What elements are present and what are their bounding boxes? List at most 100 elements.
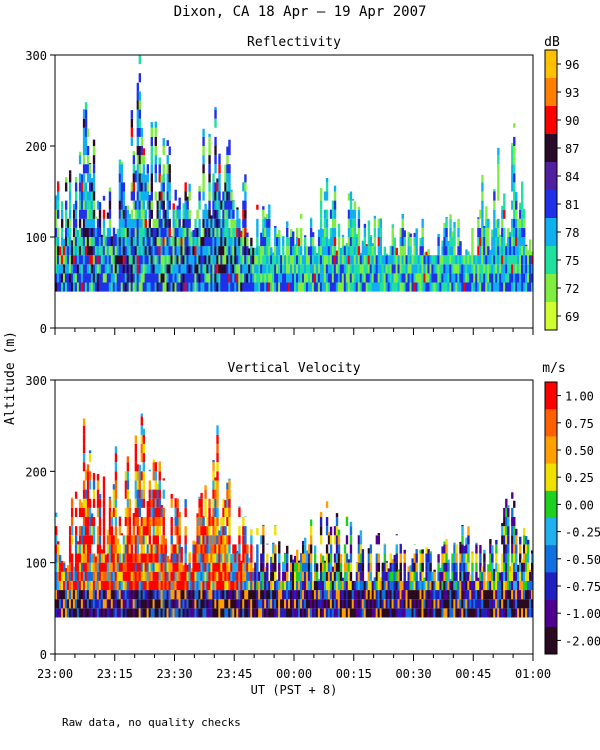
heatmap-cell bbox=[467, 282, 470, 292]
heatmap-cell bbox=[288, 608, 291, 618]
heatmap-cell bbox=[489, 255, 492, 265]
heatmap-cell bbox=[146, 246, 150, 256]
heatmap-cell bbox=[274, 526, 277, 536]
heatmap-cell bbox=[395, 247, 398, 256]
heatmap-cell bbox=[200, 590, 203, 600]
heatmap-cell bbox=[214, 477, 217, 481]
heatmap-cell bbox=[447, 255, 450, 265]
heatmap-cell bbox=[134, 608, 138, 618]
heatmap-cell bbox=[321, 608, 325, 618]
heatmap-cell bbox=[170, 498, 173, 508]
heatmap-cell bbox=[244, 246, 247, 256]
heatmap-cell bbox=[286, 282, 289, 292]
heatmap-cell bbox=[361, 571, 365, 581]
heatmap-cell bbox=[218, 246, 221, 256]
heatmap-cell bbox=[66, 599, 70, 609]
heatmap-cell bbox=[295, 549, 299, 554]
heatmap-cell bbox=[268, 282, 271, 292]
heatmap-cell bbox=[367, 220, 371, 228]
heatmap-cell bbox=[76, 571, 80, 581]
heatmap-cell bbox=[162, 191, 165, 201]
heatmap-cell bbox=[204, 264, 207, 274]
heatmap-cell bbox=[104, 237, 108, 247]
heatmap-cell bbox=[309, 580, 313, 591]
heatmap-cell bbox=[413, 237, 416, 247]
heatmap-cell bbox=[120, 571, 124, 581]
heatmap-cell bbox=[96, 273, 100, 283]
heatmap-cell bbox=[323, 560, 327, 563]
heatmap-cell bbox=[335, 526, 339, 536]
heatmap-cell bbox=[206, 208, 209, 210]
heatmap-cell bbox=[276, 599, 279, 609]
heatmap-cell bbox=[299, 590, 303, 600]
heatmap-cell bbox=[315, 264, 319, 274]
heatmap-cell bbox=[116, 544, 120, 554]
heatmap-cell bbox=[156, 535, 159, 545]
heatmap-cell bbox=[515, 255, 518, 265]
heatmap-cell bbox=[154, 489, 157, 499]
heatmap-cell bbox=[309, 553, 313, 563]
heatmap-cell bbox=[184, 191, 187, 201]
heatmap-cell bbox=[387, 608, 390, 618]
heatmap-cell bbox=[469, 264, 472, 274]
heatmap-cell bbox=[216, 218, 219, 228]
heatmap-cell bbox=[481, 182, 484, 192]
heatmap-cell bbox=[184, 562, 187, 572]
heatmap-cell bbox=[94, 580, 98, 591]
heatmap-cell bbox=[487, 218, 490, 228]
heatmap-cell bbox=[88, 526, 92, 536]
heatmap-cell bbox=[162, 608, 165, 618]
heatmap-cell bbox=[86, 535, 90, 545]
heatmap-cell bbox=[284, 273, 287, 283]
heatmap-cell bbox=[216, 273, 219, 283]
heatmap-cell bbox=[55, 544, 58, 554]
heatmap-cell bbox=[266, 213, 269, 219]
heatmap-cell bbox=[507, 282, 510, 292]
heatmap-cell bbox=[156, 255, 159, 265]
heatmap-cell bbox=[236, 255, 239, 265]
heatmap-cell bbox=[445, 571, 448, 581]
heatmap-cell bbox=[186, 209, 189, 219]
heatmap-cell bbox=[455, 255, 458, 265]
heatmap-cell bbox=[461, 562, 464, 572]
heatmap-cell bbox=[228, 273, 231, 283]
heatmap-cell bbox=[216, 535, 219, 545]
heatmap-cell bbox=[150, 146, 153, 156]
heatmap-cell bbox=[236, 562, 239, 572]
heatmap-cell bbox=[313, 273, 317, 283]
heatmap-cell bbox=[140, 443, 144, 454]
heatmap-cell bbox=[68, 218, 72, 228]
heatmap-cell bbox=[216, 264, 219, 274]
heatmap-cell bbox=[377, 273, 381, 283]
heatmap-cell bbox=[144, 246, 148, 256]
heatmap-cell bbox=[274, 544, 277, 554]
heatmap-cell bbox=[96, 562, 100, 572]
heatmap-cell bbox=[222, 553, 225, 563]
heatmap-cell bbox=[339, 282, 343, 292]
heatmap-cell bbox=[180, 580, 183, 591]
heatmap-cell bbox=[68, 599, 72, 609]
heatmap-cell bbox=[158, 246, 161, 256]
heatmap-cell bbox=[305, 255, 309, 265]
heatmap-cell bbox=[114, 608, 118, 618]
heatmap-cell bbox=[284, 282, 287, 292]
heatmap-cell bbox=[282, 237, 285, 247]
heatmap-cell bbox=[274, 553, 277, 563]
heatmap-cell bbox=[521, 562, 524, 572]
heatmap-cell bbox=[228, 599, 231, 609]
heatmap-cell bbox=[299, 246, 303, 256]
heatmap-cell bbox=[347, 562, 351, 572]
heatmap-cell bbox=[152, 553, 155, 563]
heatmap-cell bbox=[403, 282, 406, 292]
heatmap-cell bbox=[451, 237, 454, 247]
heatmap-cell bbox=[329, 590, 333, 600]
heatmap-cell bbox=[397, 255, 400, 265]
heatmap-cell bbox=[449, 578, 452, 581]
heatmap-cell bbox=[108, 264, 112, 274]
heatmap-cell bbox=[321, 599, 325, 609]
heatmap-cell bbox=[341, 246, 345, 256]
heatmap-cell bbox=[294, 571, 297, 581]
heatmap-cell bbox=[162, 590, 165, 600]
heatmap-cell bbox=[162, 246, 165, 256]
heatmap-cell bbox=[473, 599, 476, 609]
